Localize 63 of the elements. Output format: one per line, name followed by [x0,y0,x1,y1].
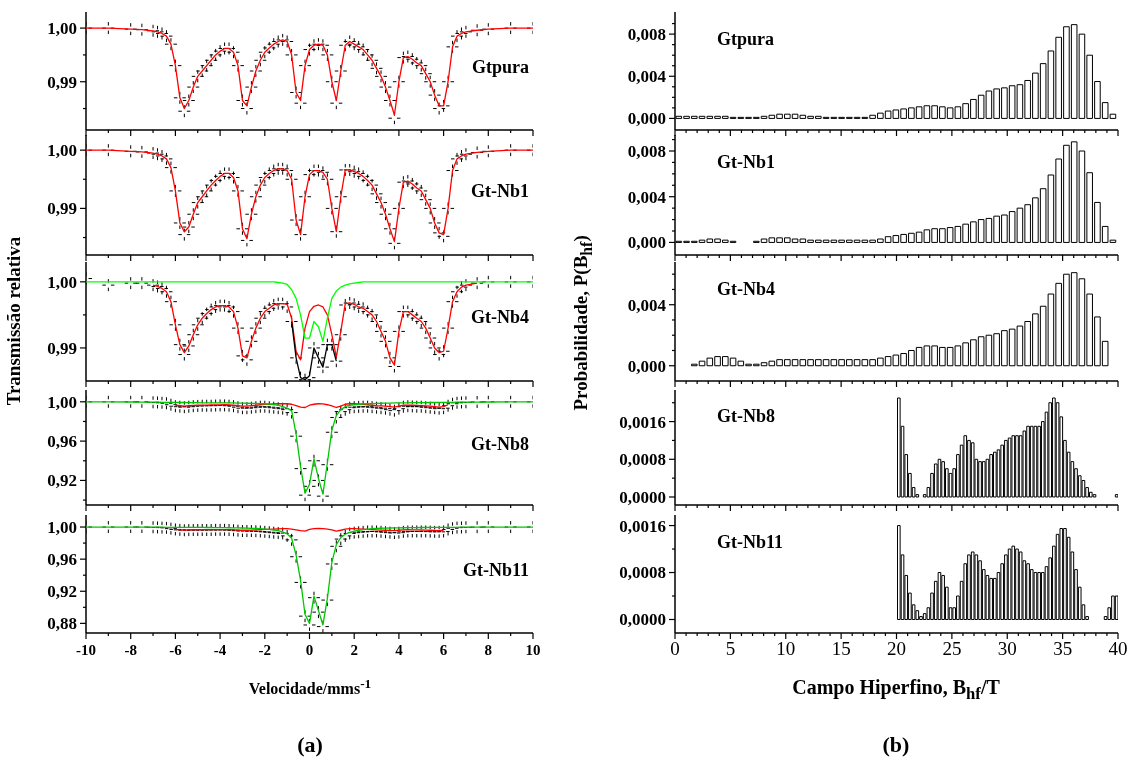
x-tick-label: 10 [525,642,541,658]
annotation: Gtpura [471,56,529,78]
x-tick-label: 0 [670,638,680,659]
y-tick-label: 0,000 [627,109,666,129]
y-tick-label: 1,00 [47,272,77,292]
annotation: Gtpura [717,28,775,50]
y-tick-label: 0,004 [627,67,667,87]
y-tick-label: 0,88 [47,614,77,634]
y-tick-label: 0,92 [47,471,77,491]
x-tick-label: 20 [887,638,906,659]
x-tick-label: -10 [76,642,96,658]
y-tick-label: 0,99 [47,338,77,358]
text: (b) [881,732,911,758]
annotation: Gt-Nb1 [717,151,775,173]
y-tick-label: 0,008 [627,25,666,45]
x-tick-label: 35 [1053,638,1073,659]
x-tick-label: 10 [776,638,796,659]
text: (a) [296,732,324,758]
y-tick-label: 1,00 [47,141,77,161]
y-tick-label: 0,96 [47,432,77,452]
x-tick-label: -4 [213,642,227,658]
y-tick-label: 0,004 [627,295,667,315]
y-tick-label: 0,0008 [619,450,666,470]
y-tick-label: 0,92 [47,582,77,602]
x-tick-label: 15 [831,638,851,659]
x-tick-label: 0 [305,642,314,658]
x-tick-label: 30 [997,638,1017,659]
x-tick-label: 2 [350,642,358,658]
x-tick-label: 25 [942,638,962,659]
y-tick-label: 0,000 [627,356,666,376]
y-tick-label: 1,00 [47,19,77,39]
x-tick-label: 40 [1108,638,1128,659]
y-tick-label: 0,99 [47,199,77,219]
y-tick-label: 0,0016 [619,412,666,432]
y-tick-label: 0,99 [47,72,77,92]
y-tick-label: 0,96 [47,550,77,570]
annotation: Gt-Nb8 [471,433,529,455]
annotation: Gt-Nb11 [717,531,784,553]
annotation: Gt-Nb4 [471,307,529,329]
y-axis-title: Transmissão relativa [3,235,25,408]
y-tick-label: 0,000 [627,233,666,253]
line-series [86,281,533,342]
x-tick-label: 6 [439,642,448,658]
y-tick-label: 0,0000 [619,610,666,630]
y-tick-label: 0,004 [627,187,667,207]
x-tick-label: -8 [124,642,137,658]
annotation: Gt-Nb11 [462,559,529,581]
y-tick-label: 0,008 [627,141,666,161]
y-tick-label: 1,00 [47,392,77,412]
y-tick-label: 0,0008 [619,563,666,583]
x-axis-title: Velocidade/mms$^{-1}$ [247,676,373,699]
x-axis-title: Campo Hiperfino, B$_{hf}$/T [791,676,1001,704]
y-tick-label: 0,0000 [619,487,666,507]
annotation: Gt-Nb4 [717,278,775,300]
x-tick-label: 8 [484,642,493,658]
x-tick-label: -6 [169,642,183,658]
annotation: Gt-Nb8 [717,406,775,428]
y-tick-label: 1,00 [47,517,77,537]
annotation: Gt-Nb1 [471,180,529,202]
y-tick-label: 0,0016 [619,516,666,536]
x-tick-label: 5 [725,638,736,659]
x-tick-label: -2 [258,642,272,658]
x-tick-label: 4 [395,642,404,658]
